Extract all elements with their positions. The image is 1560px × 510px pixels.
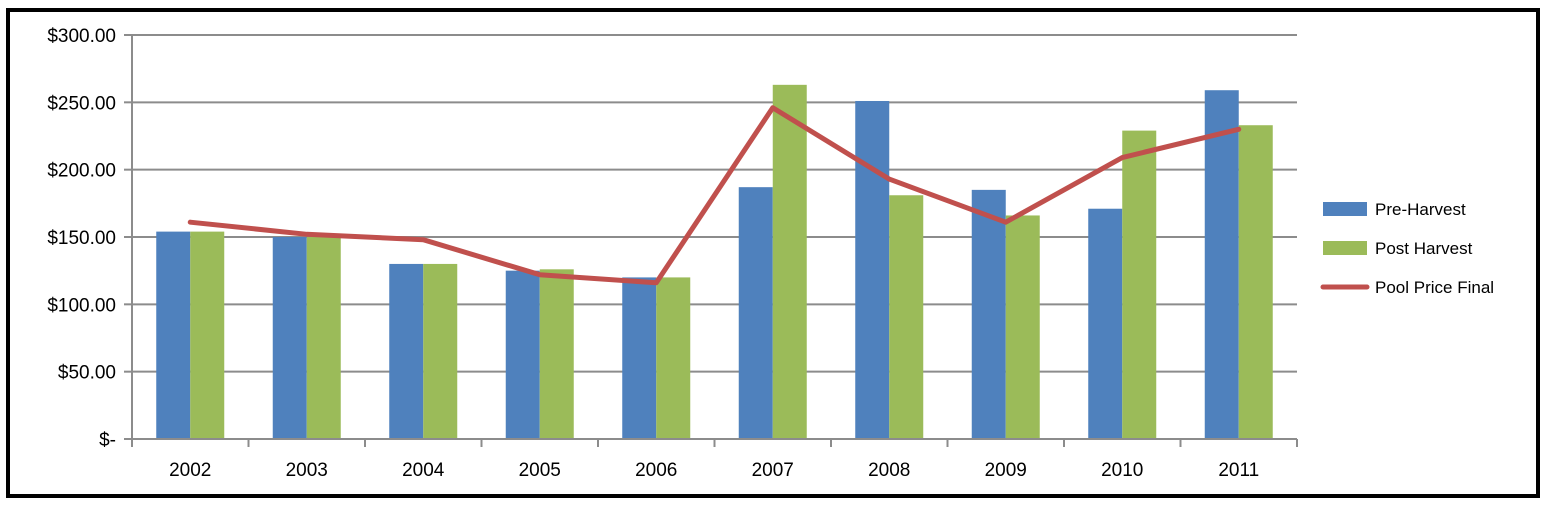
bar-post-harvest-2007 [772,84,807,440]
axes: $- $50.00 $100.00 $150.00 $200.00 $250.00 $300… [47,26,1298,481]
y-tick-label: $50.00 [58,363,116,384]
y-tick-label: $100.00 [47,295,116,316]
bar-post-harvest-2002 [190,231,225,439]
bar-pre-harvest-2002 [156,231,191,439]
bar-post-harvest-2009 [1005,215,1040,439]
bar-pre-harvest-2006 [622,277,657,439]
x-tick-label: 2007 [752,460,794,481]
x-tick-label: 2010 [1101,460,1143,481]
legend-swatch [1323,202,1367,216]
legend-label: Pre-Harvest [1375,200,1466,219]
y-tick-label: $250.00 [47,93,116,114]
y-tick-label: $150.00 [47,228,116,249]
line-series [187,105,1242,286]
bar-pre-harvest-2008 [855,100,890,439]
bar-post-harvest-2005 [539,269,574,439]
x-tick-label: 2011 [1218,460,1259,481]
bar-pre-harvest-2003 [272,237,307,439]
bar-pre-harvest-2005 [505,270,540,439]
legend-swatch [1323,241,1367,255]
y-tick-label: $300.00 [47,26,116,47]
y-tick-label: $200.00 [47,161,116,182]
x-tick-label: 2009 [985,460,1027,481]
bar-pre-harvest-2004 [389,263,424,439]
line-pool-price-final [187,105,1242,286]
legend-label: Post Harvest [1375,239,1473,258]
bar-post-harvest-2006 [656,277,691,439]
legend: Pre-Harvest Post Harvest Pool Price Final [1320,200,1494,297]
bar-post-harvest-2011 [1238,125,1273,439]
bar-post-harvest-2003 [306,237,341,439]
bar-pre-harvest-2010 [1088,208,1123,439]
bar-post-harvest-2008 [889,195,924,439]
y-tick-label: $- [99,430,116,451]
x-tick-label: 2004 [402,460,445,481]
x-tick-label: 2003 [286,460,328,481]
x-tick-label: 2008 [868,460,910,481]
bar-post-harvest-2010 [1122,130,1157,439]
legend-label: Pool Price Final [1375,278,1494,297]
bar-pre-harvest-2007 [738,187,773,439]
bar-pre-harvest-2011 [1204,90,1239,440]
x-tick-label: 2006 [635,460,677,481]
x-tick-label: 2005 [519,460,561,481]
bars [156,84,1273,440]
bar-pre-harvest-2009 [971,189,1006,439]
bar-post-harvest-2004 [423,263,458,439]
x-tick-label: 2002 [169,460,211,481]
